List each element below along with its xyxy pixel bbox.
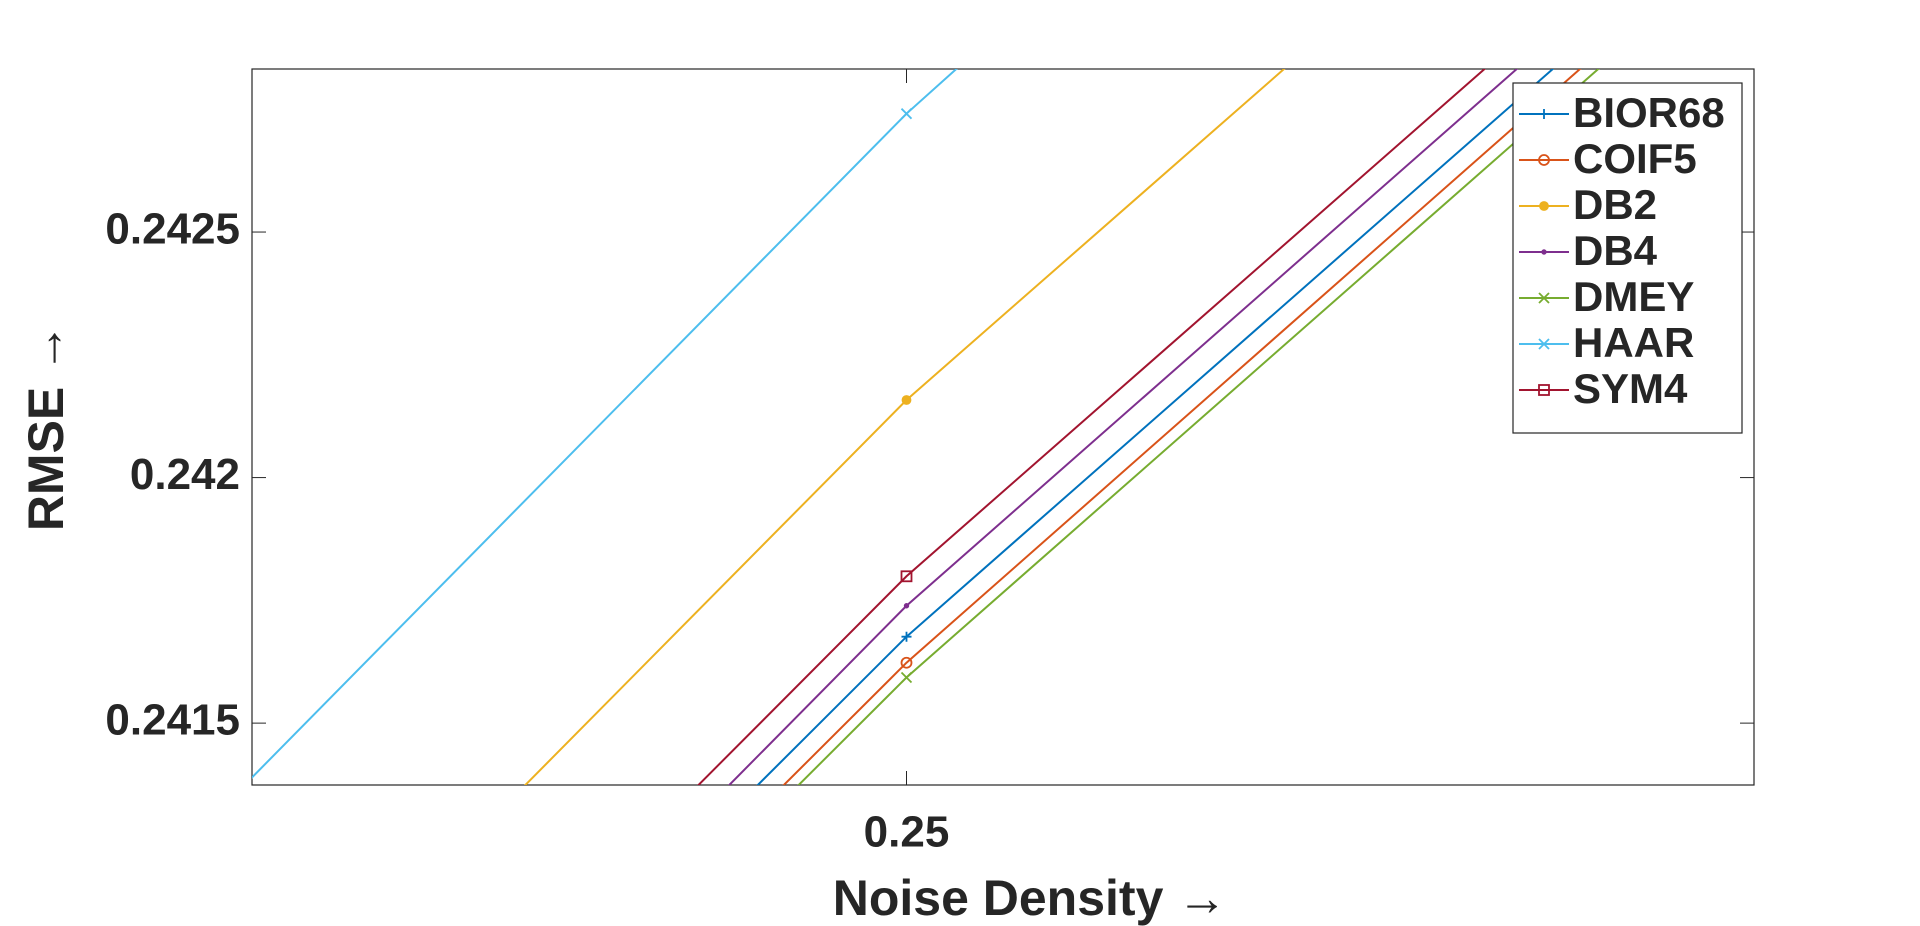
legend-label: DB2 — [1573, 181, 1657, 228]
legend-label: HAAR — [1573, 319, 1694, 366]
marker — [900, 671, 913, 684]
plot-area — [251, 68, 1755, 786]
marker — [901, 395, 912, 405]
legend-label: BIOR68 — [1573, 89, 1725, 136]
marker — [900, 108, 913, 120]
y-tick-label: 0.2425 — [105, 205, 240, 254]
marker — [1539, 109, 1549, 119]
y-tick-label: 0.2415 — [105, 696, 240, 745]
x-tick-label: 0.25 — [864, 808, 950, 857]
y-axis-label: RMSE → — [18, 323, 74, 531]
legend-label: SYM4 — [1573, 365, 1688, 412]
legend-box — [1512, 82, 1743, 434]
marker — [1538, 338, 1550, 350]
marker — [1538, 292, 1550, 304]
marker — [1538, 384, 1550, 396]
marker — [900, 570, 913, 583]
marker — [1541, 249, 1547, 255]
x-axis-label: Noise Density → — [833, 870, 1228, 926]
legend-label: DMEY — [1573, 273, 1694, 320]
marker — [1538, 154, 1550, 166]
legend-label: COIF5 — [1573, 135, 1697, 182]
y-tick-label: 0.242 — [130, 450, 240, 499]
marker — [900, 656, 913, 669]
legend-label: DB4 — [1573, 227, 1658, 274]
marker — [1539, 201, 1549, 211]
marker — [903, 603, 910, 609]
marker — [901, 631, 912, 642]
